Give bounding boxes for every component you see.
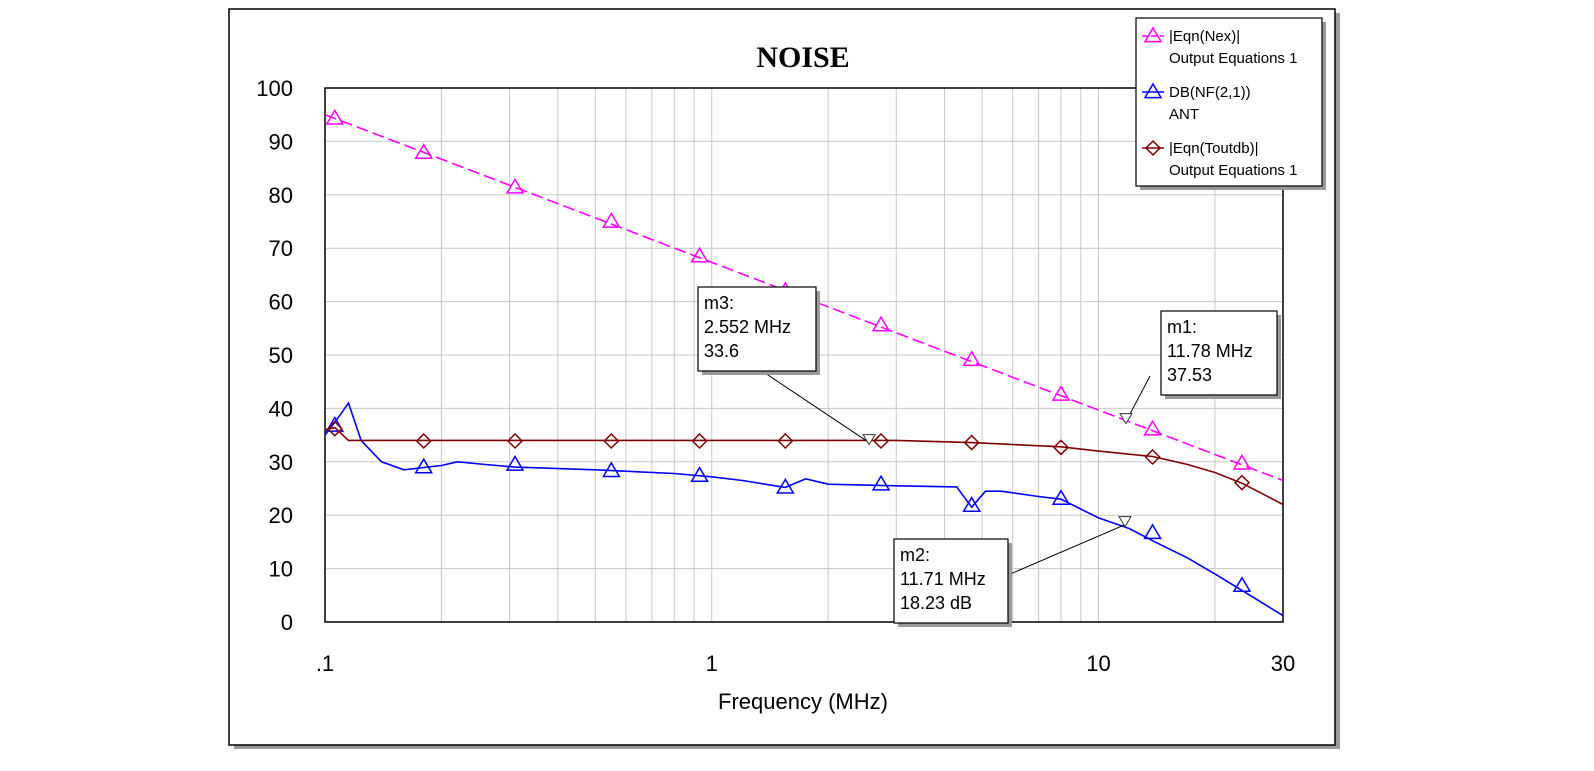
series-2 (324, 401, 1284, 617)
marker-text: 11.71 MHz (900, 569, 986, 589)
data-point (690, 466, 709, 483)
legend-box (1135, 17, 1323, 187)
data-point (871, 315, 891, 332)
data-point (1232, 453, 1252, 470)
data-point (326, 420, 343, 437)
series-line (324, 426, 1284, 506)
data-point (962, 496, 981, 512)
data-point (1232, 576, 1252, 593)
data-point (325, 416, 345, 432)
marker-box (1160, 310, 1278, 396)
data-point (962, 350, 981, 367)
marker-text: 18.23 dB (900, 593, 972, 613)
marker-text: m2: (900, 545, 930, 565)
data-point (414, 457, 434, 474)
y-tick-label: 0 (281, 610, 293, 635)
legend-series-name: DB(NF(2,1)) (1169, 84, 1251, 101)
y-axis-ticks: 0 10 20 30 40 50 60 70 80 90 100 (256, 76, 293, 635)
data-point (776, 477, 795, 494)
marker-point-icon (1119, 413, 1133, 425)
data-point (505, 454, 525, 471)
chart-title: NOISE (756, 41, 849, 74)
y-tick-label: 20 (269, 503, 293, 528)
data-point (1051, 489, 1071, 505)
x-axis-ticks: .1 1 10 30 (316, 651, 1295, 676)
data-point (506, 432, 524, 450)
data-point (1143, 523, 1162, 540)
x-tick-label: 1 (706, 651, 718, 676)
data-point (414, 143, 434, 159)
y-tick-label: 90 (269, 129, 293, 154)
legend-series-name: |Eqn(Toutdb)| (1169, 140, 1259, 157)
legend-series-source: Output Equations 1 (1169, 50, 1297, 67)
data-point (415, 432, 432, 450)
y-tick-label: 50 (269, 343, 293, 368)
series-3 (324, 420, 1284, 506)
data-point (325, 108, 345, 125)
marker-text: 33.6 (704, 341, 739, 361)
data-point (872, 432, 890, 450)
marker-leader-line (761, 370, 870, 443)
series-line (324, 401, 1284, 617)
marker-leader-line (1007, 524, 1126, 576)
legend: |Eqn(Nex)| Output Equations 1 DB(NF(2,1)) A… (1135, 17, 1326, 190)
x-tick-label: 10 (1086, 651, 1110, 676)
marker-m1: m1: 11.78 MHz 37.53 (1119, 310, 1281, 425)
legend-entry-2: DB(NF(2,1)) ANT (1142, 82, 1251, 123)
marker-annotations: m1: 11.78 MHz 37.53 m2: 11.71 MHz 18.23 dB m3:… (697, 286, 1281, 627)
x-tick-label: .1 (316, 651, 334, 676)
legend-series-source: ANT (1169, 106, 1199, 123)
legend-entry-1: |Eqn(Nex)| Output Equations 1 (1142, 26, 1297, 67)
data-point (871, 474, 891, 491)
marker-box (697, 286, 817, 372)
legend-series-name: |Eqn(Nex)| (1169, 28, 1240, 45)
x-axis-label: Frequency (MHz) (718, 689, 888, 714)
data-point (602, 212, 621, 228)
marker-m3: m3: 2.552 MHz 33.6 (697, 286, 876, 446)
y-tick-label: 70 (269, 236, 293, 261)
marker-text: 37.53 (1167, 365, 1212, 385)
marker-text: 11.78 MHz (1167, 341, 1253, 361)
y-tick-label: 80 (269, 183, 293, 208)
plot-area (324, 87, 1284, 623)
x-tick-label: 30 (1271, 651, 1295, 676)
data-point (963, 434, 980, 451)
marker-m2: m2: 11.71 MHz 18.23 dB (893, 516, 1132, 627)
y-tick-label: 10 (269, 557, 293, 582)
data-point (1144, 448, 1161, 466)
data-point (603, 432, 620, 450)
legend-swatch-marker (1144, 139, 1162, 157)
data-point (1052, 439, 1070, 456)
legend-series-source: Output Equations 1 (1169, 162, 1297, 179)
data-point (777, 432, 794, 450)
marker-text: m1: (1167, 317, 1197, 337)
data-point (1233, 474, 1251, 491)
data-point (505, 177, 525, 194)
data-point (1051, 385, 1071, 401)
marker-text: 2.552 MHz (704, 317, 791, 337)
marker-text: m3: (704, 293, 734, 313)
legend-swatch-marker (1143, 82, 1163, 99)
y-tick-label: 40 (269, 396, 293, 421)
data-point (690, 246, 709, 263)
y-tick-label: 60 (269, 290, 293, 315)
legend-entry-3: |Eqn(Toutdb)| Output Equations 1 (1142, 139, 1297, 179)
data-point (691, 432, 708, 450)
marker-point-icon (862, 434, 876, 446)
legend-swatch-marker (1143, 26, 1163, 43)
data-point (1143, 419, 1162, 436)
data-point (602, 461, 621, 478)
y-tick-label: 100 (256, 76, 293, 101)
y-tick-label: 30 (269, 450, 293, 475)
marker-point-icon (1118, 516, 1132, 528)
marker-box (893, 538, 1009, 624)
